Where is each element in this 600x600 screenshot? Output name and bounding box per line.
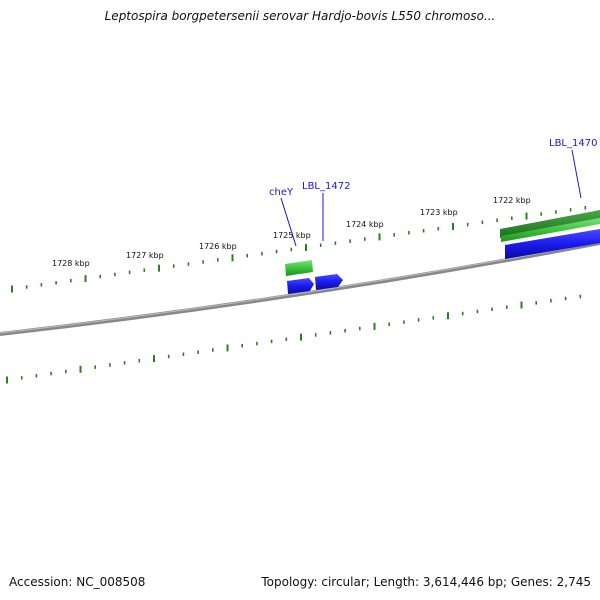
inner-tick-track <box>6 294 582 384</box>
gene-label-lbl1470[interactable]: LBL_1470 <box>549 138 597 149</box>
accession-text: Accession: NC_008508 <box>9 575 146 589</box>
gene-lbl1472-cds[interactable] <box>287 278 314 294</box>
tick-label: 1728 kbp <box>52 259 90 268</box>
chey-leader-line <box>280 197 297 247</box>
tick-label: 1724 kbp <box>346 220 384 229</box>
tick-label: 1726 kbp <box>199 242 237 251</box>
genome-summary-text: Topology: circular; Length: 3,614,446 bp… <box>261 575 591 589</box>
gene-chey[interactable] <box>285 260 313 276</box>
tick-label: 1722 kbp <box>493 196 531 205</box>
gene-label-lbl1472[interactable]: LBL_1472 <box>302 181 350 192</box>
lbl1470-leader-line <box>571 149 582 199</box>
outer-tick-track <box>11 206 587 293</box>
gene-lbl1470-dark[interactable] <box>500 210 600 238</box>
map-title: Leptospira borgpetersenii serovar Hardjo… <box>104 9 496 23</box>
gene-lbl1470-blue[interactable] <box>505 229 600 259</box>
chromosome-backbone <box>0 241 600 336</box>
gene-label-chey[interactable]: cheY <box>269 187 294 198</box>
tick-label: 1727 kbp <box>126 251 164 260</box>
gene-lbl1472-cds[interactable] <box>315 274 343 290</box>
tick-label: 1723 kbp <box>420 208 458 217</box>
tick-label: 1725 kbp <box>273 231 311 240</box>
gene-lbl1470-green[interactable] <box>501 218 600 242</box>
